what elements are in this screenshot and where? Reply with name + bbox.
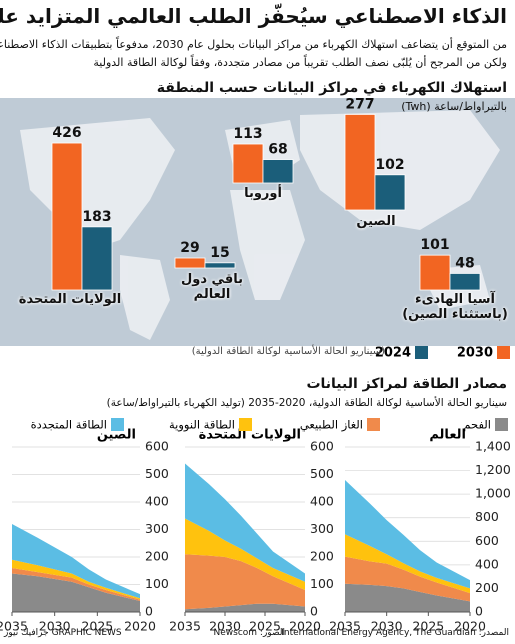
region-label: الصين: [356, 214, 396, 229]
y-tick-label: 300: [145, 521, 169, 536]
bar: [419, 254, 451, 291]
bar-value-label: 29: [180, 240, 199, 256]
region-label: باقي دول العالم: [181, 272, 243, 302]
section-subtitle: سيناريو الحالة الأساسية لوكالة الطاقة ال…: [106, 397, 507, 409]
stacked-area: [185, 463, 305, 582]
y-tick-label: 200: [475, 580, 499, 595]
x-tick-label: 2025: [249, 619, 281, 634]
y-tick-label: 200: [310, 549, 334, 564]
stacked-area: [12, 524, 140, 599]
y-tick-label: 1,400: [475, 439, 511, 454]
bar-value-label: 101: [420, 237, 449, 253]
bar: [449, 273, 481, 291]
y-tick-label: 1,000: [475, 486, 511, 501]
stacked-area: [12, 559, 140, 600]
bar: [262, 159, 294, 184]
x-tick-label: 2020: [289, 619, 321, 634]
stacked-area: [345, 556, 470, 602]
stacked-area: [345, 583, 470, 612]
legend-label: الطاقة النووية: [169, 418, 235, 433]
unit-label: بالتيراواط/ساعة (Twh): [401, 100, 507, 113]
legend-swatch: [239, 418, 252, 431]
y-tick-label: 600: [310, 439, 334, 454]
y-tick-label: 400: [475, 556, 499, 571]
region-label: أوروبا: [244, 186, 282, 201]
y-tick-label: 400: [145, 494, 169, 509]
region-label: الولايات المتحدة: [18, 292, 122, 307]
bar-value-label: 15: [210, 245, 229, 261]
x-tick-label: 2025: [81, 619, 113, 634]
section-title: استهلاك الكهرباء في مراكز البيانات حسب ا…: [156, 80, 507, 96]
y-tick-label: 100: [310, 576, 334, 591]
bar: [204, 262, 236, 269]
panel-title: العالم: [429, 428, 466, 443]
bar-value-label: 68: [268, 142, 287, 158]
y-tick-label: 0: [475, 604, 483, 619]
y-tick-label: 200: [145, 549, 169, 564]
legend-label: الطاقة المتجددة: [31, 418, 107, 432]
x-tick-label: 2035: [169, 619, 201, 634]
bar: [174, 257, 206, 269]
legend-swatch: [415, 346, 428, 359]
legend-swatch: [495, 418, 508, 431]
y-tick-label: 500: [310, 466, 334, 481]
stacked-area: [185, 554, 305, 610]
legend-label: 2024: [375, 346, 411, 361]
y-tick-label: 1,200: [475, 462, 511, 477]
bar-value-label: 277: [345, 96, 374, 112]
legend-swatch: [111, 418, 124, 431]
x-tick-label: 2035: [0, 619, 28, 634]
x-tick-label: 2025: [412, 619, 444, 634]
stacked-area: [12, 568, 140, 601]
bar: [81, 226, 113, 291]
y-tick-label: 500: [145, 466, 169, 481]
bar: [51, 142, 83, 291]
region-label: آسيا الهادىء (باستثناء الصين): [402, 292, 508, 322]
bar: [374, 174, 406, 211]
legend-swatch: [367, 418, 380, 431]
legend-swatch: [497, 346, 510, 359]
subtitle: من المتوقع أن يتضاعف استهلاك الكهرباء من…: [0, 38, 507, 51]
x-tick-label: 2035: [329, 619, 361, 634]
y-tick-label: 400: [310, 494, 334, 509]
bar-value-label: 183: [82, 209, 111, 225]
y-tick-label: 0: [310, 604, 318, 619]
x-tick-label: 2020: [454, 619, 486, 634]
y-tick-label: 0: [145, 604, 153, 619]
footer-photos: الصور: Newscom: [213, 628, 285, 638]
y-tick-label: 800: [475, 509, 499, 524]
bar-value-label: 113: [233, 126, 262, 142]
legend-note: (سيناريو الحالة الأساسية لوكالة الطاقة ا…: [191, 346, 385, 357]
stacked-area: [185, 603, 305, 612]
legend-label: الغاز الطبيعي: [300, 418, 363, 433]
y-tick-label: 100: [145, 576, 169, 591]
subtitle: ولكن من المرجح أن يُلبّى نصف الطلب تقريب…: [93, 56, 507, 69]
section-title: مصادر الطاقة لمراكز البيانات: [306, 376, 507, 392]
bar-value-label: 426: [52, 125, 81, 141]
bar-value-label: 48: [455, 255, 474, 271]
x-tick-label: 2030: [209, 619, 241, 634]
x-tick-label: 2020: [124, 619, 156, 634]
title: الذكاء الاصطناعي سيُحفّز الطلب العالمي ا…: [0, 4, 507, 28]
y-tick-label: 600: [475, 533, 499, 548]
bar: [344, 114, 376, 211]
x-tick-label: 2030: [371, 619, 403, 634]
y-tick-label: 600: [145, 439, 169, 454]
footer-brand: GRAPHIC NEWS جرافيك نيوز: [4, 628, 122, 638]
panel-title: الصين: [97, 428, 136, 443]
bar-value-label: 102: [375, 157, 404, 173]
panel-title: الولايات المتحدة: [199, 428, 301, 443]
stacked-area: [345, 534, 470, 594]
legend-label: 2030: [457, 346, 493, 361]
stacked-area: [12, 573, 140, 612]
x-tick-label: 2030: [39, 619, 71, 634]
y-tick-label: 300: [310, 521, 334, 536]
bar: [232, 143, 264, 184]
stacked-area: [185, 518, 305, 590]
stacked-area: [345, 480, 470, 589]
legend-label: الفحم: [463, 418, 491, 432]
footer-source: المصدر: International Energy Agency, The…: [281, 628, 509, 638]
